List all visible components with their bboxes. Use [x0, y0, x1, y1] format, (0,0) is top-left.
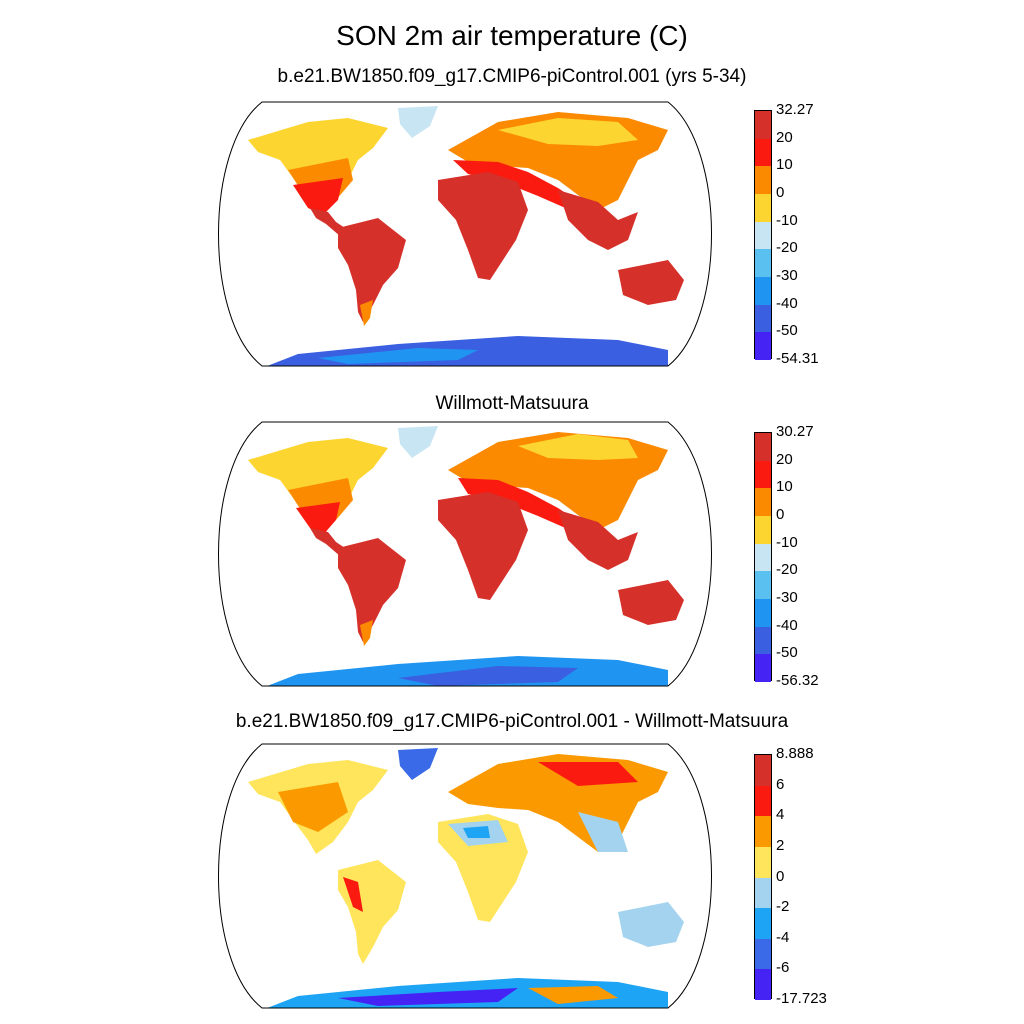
africa-land	[438, 492, 528, 600]
colorbar-swatch	[755, 571, 771, 600]
south-america-land	[338, 218, 406, 322]
panel-2-map-border	[218, 421, 712, 687]
colorbar-label: 6	[776, 775, 785, 793]
greenland	[398, 106, 438, 138]
australia-land	[618, 580, 684, 625]
colorbar-swatch	[755, 277, 771, 305]
colorbar-label: -50	[776, 644, 798, 662]
panel-3-subtitle: b.e21.BW1850.f09_g17.CMIP6-piControl.001…	[235, 711, 789, 732]
africa-land	[438, 172, 528, 280]
colorbar-swatch	[755, 908, 771, 940]
colorbar-swatch	[755, 755, 771, 786]
colorbar-swatch	[755, 304, 771, 333]
south-america-land	[338, 538, 406, 642]
colorbar-label: -20	[776, 239, 798, 257]
colorbar-swatch	[755, 969, 771, 1001]
colorbar-label: -50	[776, 322, 798, 340]
colorbar-swatch	[755, 816, 771, 848]
panel-1-map-border	[218, 101, 712, 367]
colorbar-label: 10	[776, 478, 793, 496]
colorbar-swatch	[755, 877, 771, 909]
panel-1-subtitle: b.e21.BW1850.f09_g17.CMIP6-piControl.001…	[277, 66, 747, 87]
colorbar-swatch	[755, 938, 771, 970]
colorbar-label: 0	[776, 184, 785, 201]
colorbar-label: 4	[776, 806, 785, 824]
greenland	[398, 426, 438, 458]
colorbar-swatch	[755, 626, 771, 655]
colorbar-swatch	[755, 460, 771, 489]
colorbar-label: 32.27	[776, 101, 814, 118]
panel-2-colorbar	[754, 432, 772, 683]
australia-land	[618, 260, 684, 305]
colorbar-label: -30	[776, 267, 798, 284]
panel-2-map	[218, 421, 712, 687]
colorbar-label: -10	[776, 211, 798, 229]
colorbar-swatch	[755, 433, 771, 461]
colorbar-label: -17.723	[776, 990, 827, 1007]
panel-3-map	[218, 743, 712, 1009]
colorbar-label: 20	[776, 450, 793, 468]
south-america-land	[338, 860, 406, 964]
colorbar-swatch	[755, 543, 771, 572]
colorbar-label: 8.888	[776, 745, 814, 762]
colorbar-label: 20	[776, 128, 793, 146]
figure-title: SON 2m air temperature (C)	[336, 20, 688, 51]
colorbar-label: 0	[776, 867, 785, 885]
colorbar-swatch	[755, 516, 771, 544]
colorbar-label: 0	[776, 506, 785, 523]
colorbar-label: -6	[776, 959, 790, 977]
colorbar-label: -54.31	[776, 350, 819, 367]
panel-1-colorbar	[754, 110, 772, 361]
colorbar-swatch	[755, 194, 771, 222]
colorbar-label: -40	[776, 294, 798, 312]
panel-1-map	[218, 101, 712, 367]
colorbar-label: -40	[776, 616, 798, 634]
colorbar-swatch	[755, 138, 771, 167]
colorbar-swatch	[755, 785, 771, 817]
colorbar-swatch	[755, 654, 771, 683]
australia-land	[618, 902, 684, 947]
greenland	[398, 748, 438, 780]
colorbar-swatch	[755, 166, 771, 195]
colorbar-swatch	[755, 111, 771, 139]
colorbar-label: 10	[776, 156, 793, 174]
colorbar-swatch	[755, 846, 771, 878]
colorbar-swatch	[755, 488, 771, 517]
colorbar-label: -56.32	[776, 672, 819, 689]
colorbar-label: -20	[776, 561, 798, 579]
colorbar-label: 30.27	[776, 423, 814, 440]
colorbar-swatch	[755, 332, 771, 361]
panel-2-subtitle: Willmott-Matsuura	[435, 393, 589, 414]
colorbar-swatch	[755, 599, 771, 627]
colorbar-label: -2	[776, 898, 790, 916]
colorbar-label: -10	[776, 533, 798, 551]
panel-3-map-border	[218, 743, 712, 1009]
colorbar-label: -4	[776, 928, 790, 946]
panel-3-colorbar	[754, 754, 772, 1001]
colorbar-swatch	[755, 221, 771, 250]
colorbar-swatch	[755, 249, 771, 278]
colorbar-label: -30	[776, 589, 798, 606]
colorbar-label: 2	[776, 836, 785, 854]
